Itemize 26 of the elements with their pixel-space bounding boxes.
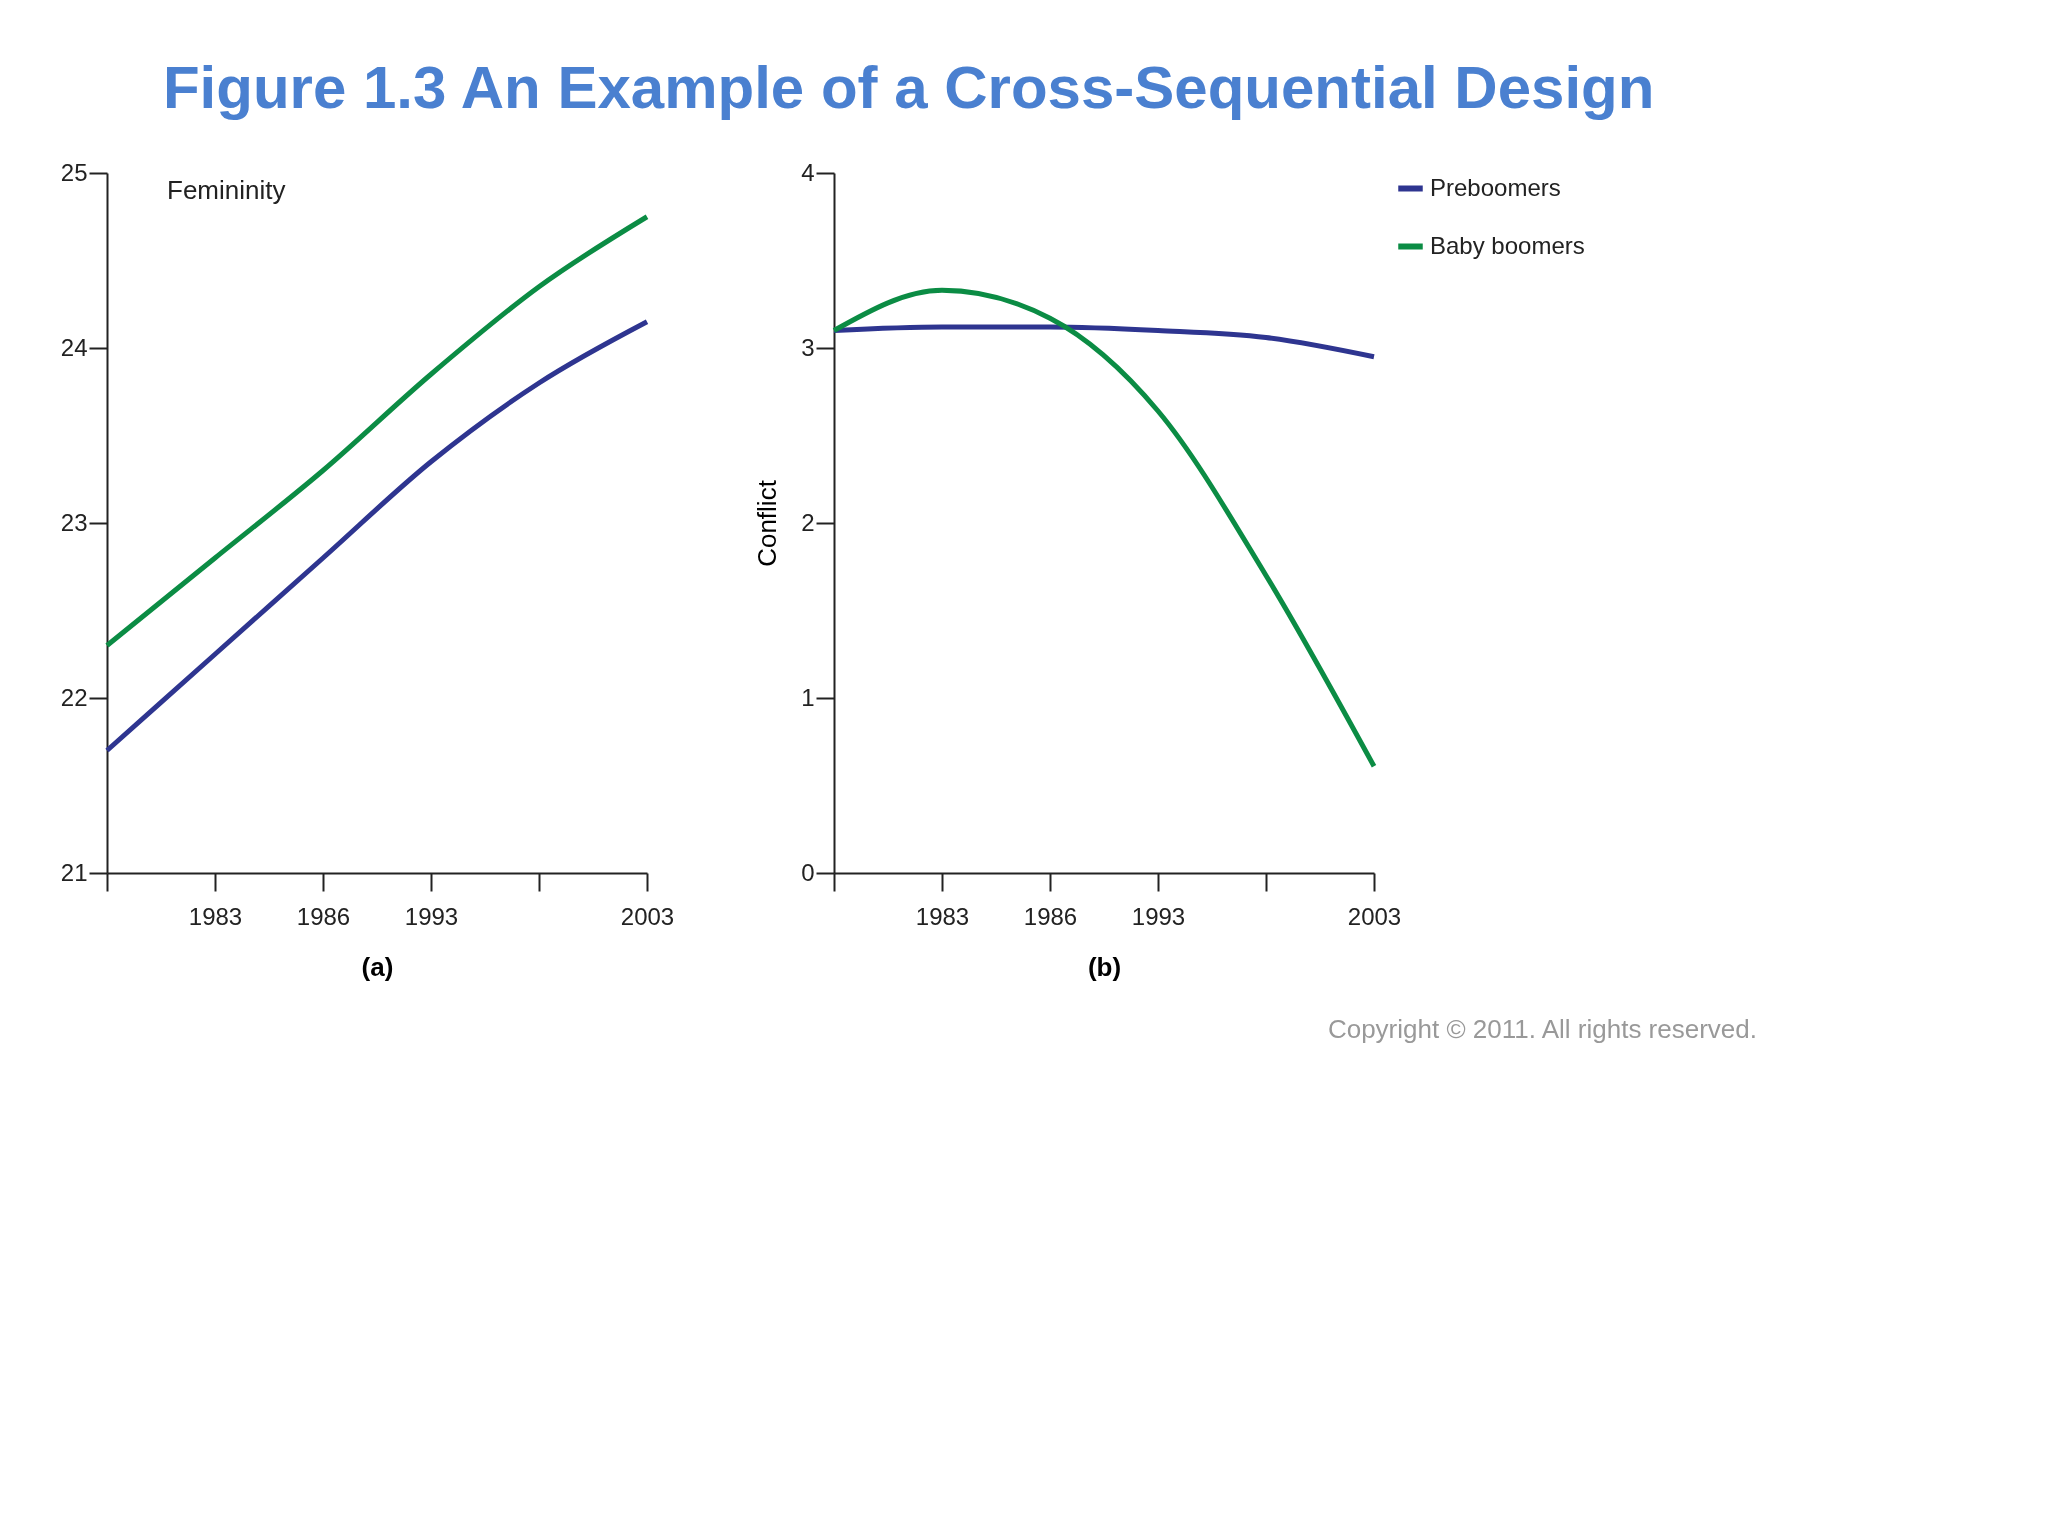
x-tick-label: 1993 xyxy=(404,902,459,930)
x-axis-title: (a) xyxy=(361,951,394,982)
y-tick-label: 22 xyxy=(60,683,88,711)
y-tick-label: 3 xyxy=(801,333,815,361)
x-tick-label: 2003 xyxy=(1347,902,1402,930)
x-tick-label: 1983 xyxy=(915,902,970,930)
legend-label: Preboomers xyxy=(1430,173,1561,201)
x-tick-label: 1993 xyxy=(1131,902,1186,930)
x-axis-title: (b) xyxy=(1087,951,1122,982)
y-tick-label: 0 xyxy=(801,858,815,886)
x-tick-label: 2003 xyxy=(620,902,675,930)
x-tick-label: 1983 xyxy=(188,902,243,930)
y-tick-label: 2 xyxy=(801,508,815,536)
text: Figure 1.3 An Example of a Cross-Sequential Design xyxy=(162,54,1655,121)
y-tick-label: 4 xyxy=(801,158,815,186)
y-tick-label: 25 xyxy=(60,158,88,186)
y-tick-label: 23 xyxy=(60,508,88,536)
y-tick-label: 1 xyxy=(801,683,815,711)
y-tick-label: 24 xyxy=(60,333,88,361)
x-tick-label: 1986 xyxy=(1023,902,1078,930)
y-tick-label: 21 xyxy=(60,858,88,886)
x-tick-label: 1986 xyxy=(296,902,351,930)
legend-label: Baby boomers xyxy=(1430,231,1585,259)
y-axis-title: Conflict xyxy=(752,479,783,567)
text: Copyright © 2011. All rights reserved. xyxy=(1327,1014,1757,1044)
annotation: Femininity xyxy=(167,175,286,205)
